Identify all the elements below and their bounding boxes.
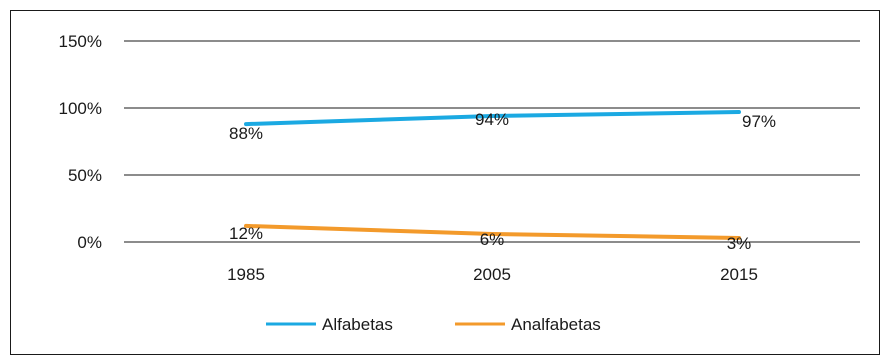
data-label: 97% (742, 112, 776, 131)
x-tick-label: 2005 (473, 265, 511, 284)
chart-frame (10, 10, 880, 355)
data-label: 88% (229, 124, 263, 143)
y-tick-label: 50% (68, 166, 102, 185)
x-tick-label: 1985 (227, 265, 265, 284)
legend-label: Alfabetas (322, 315, 393, 334)
y-tick-label: 0% (77, 233, 102, 252)
series-line-alfabetas (244, 110, 741, 127)
legend-label: Analfabetas (511, 315, 601, 334)
data-label: 3% (727, 234, 752, 253)
series-line-analfabetas (244, 223, 741, 240)
data-label: 12% (229, 224, 263, 243)
data-label: 94% (475, 110, 509, 129)
y-tick-label: 150% (59, 32, 102, 51)
x-tick-label: 2015 (720, 265, 758, 284)
data-label: 6% (480, 230, 505, 249)
y-tick-label: 100% (59, 99, 102, 118)
